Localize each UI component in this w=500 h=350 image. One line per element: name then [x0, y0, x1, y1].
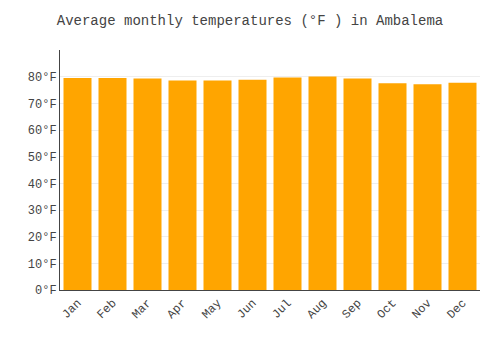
svg-text:20°F: 20°F	[28, 231, 57, 245]
svg-text:Aug: Aug	[304, 297, 329, 322]
svg-text:60°F: 60°F	[28, 124, 57, 138]
svg-text:Mar: Mar	[129, 297, 154, 322]
svg-text:Oct: Oct	[374, 297, 399, 322]
svg-text:Jan: Jan	[59, 297, 84, 322]
svg-text:40°F: 40°F	[28, 178, 57, 192]
svg-text:Jun: Jun	[234, 297, 259, 322]
svg-text:50°F: 50°F	[28, 151, 57, 165]
svg-text:30°F: 30°F	[28, 204, 57, 218]
svg-text:Feb: Feb	[94, 297, 119, 322]
svg-text:0°F: 0°F	[35, 284, 57, 298]
svg-text:Sep: Sep	[339, 297, 364, 322]
svg-text:70°F: 70°F	[28, 98, 57, 112]
svg-text:Dec: Dec	[444, 297, 469, 322]
svg-text:May: May	[199, 297, 224, 322]
svg-text:80°F: 80°F	[28, 71, 57, 85]
svg-text:Apr: Apr	[164, 297, 189, 322]
svg-text:Nov: Nov	[409, 297, 434, 322]
svg-text:Jul: Jul	[269, 297, 294, 322]
svg-text:Average monthly temperatures (: Average monthly temperatures (°F ) in Am…	[57, 13, 443, 29]
svg-text:10°F: 10°F	[28, 258, 57, 272]
